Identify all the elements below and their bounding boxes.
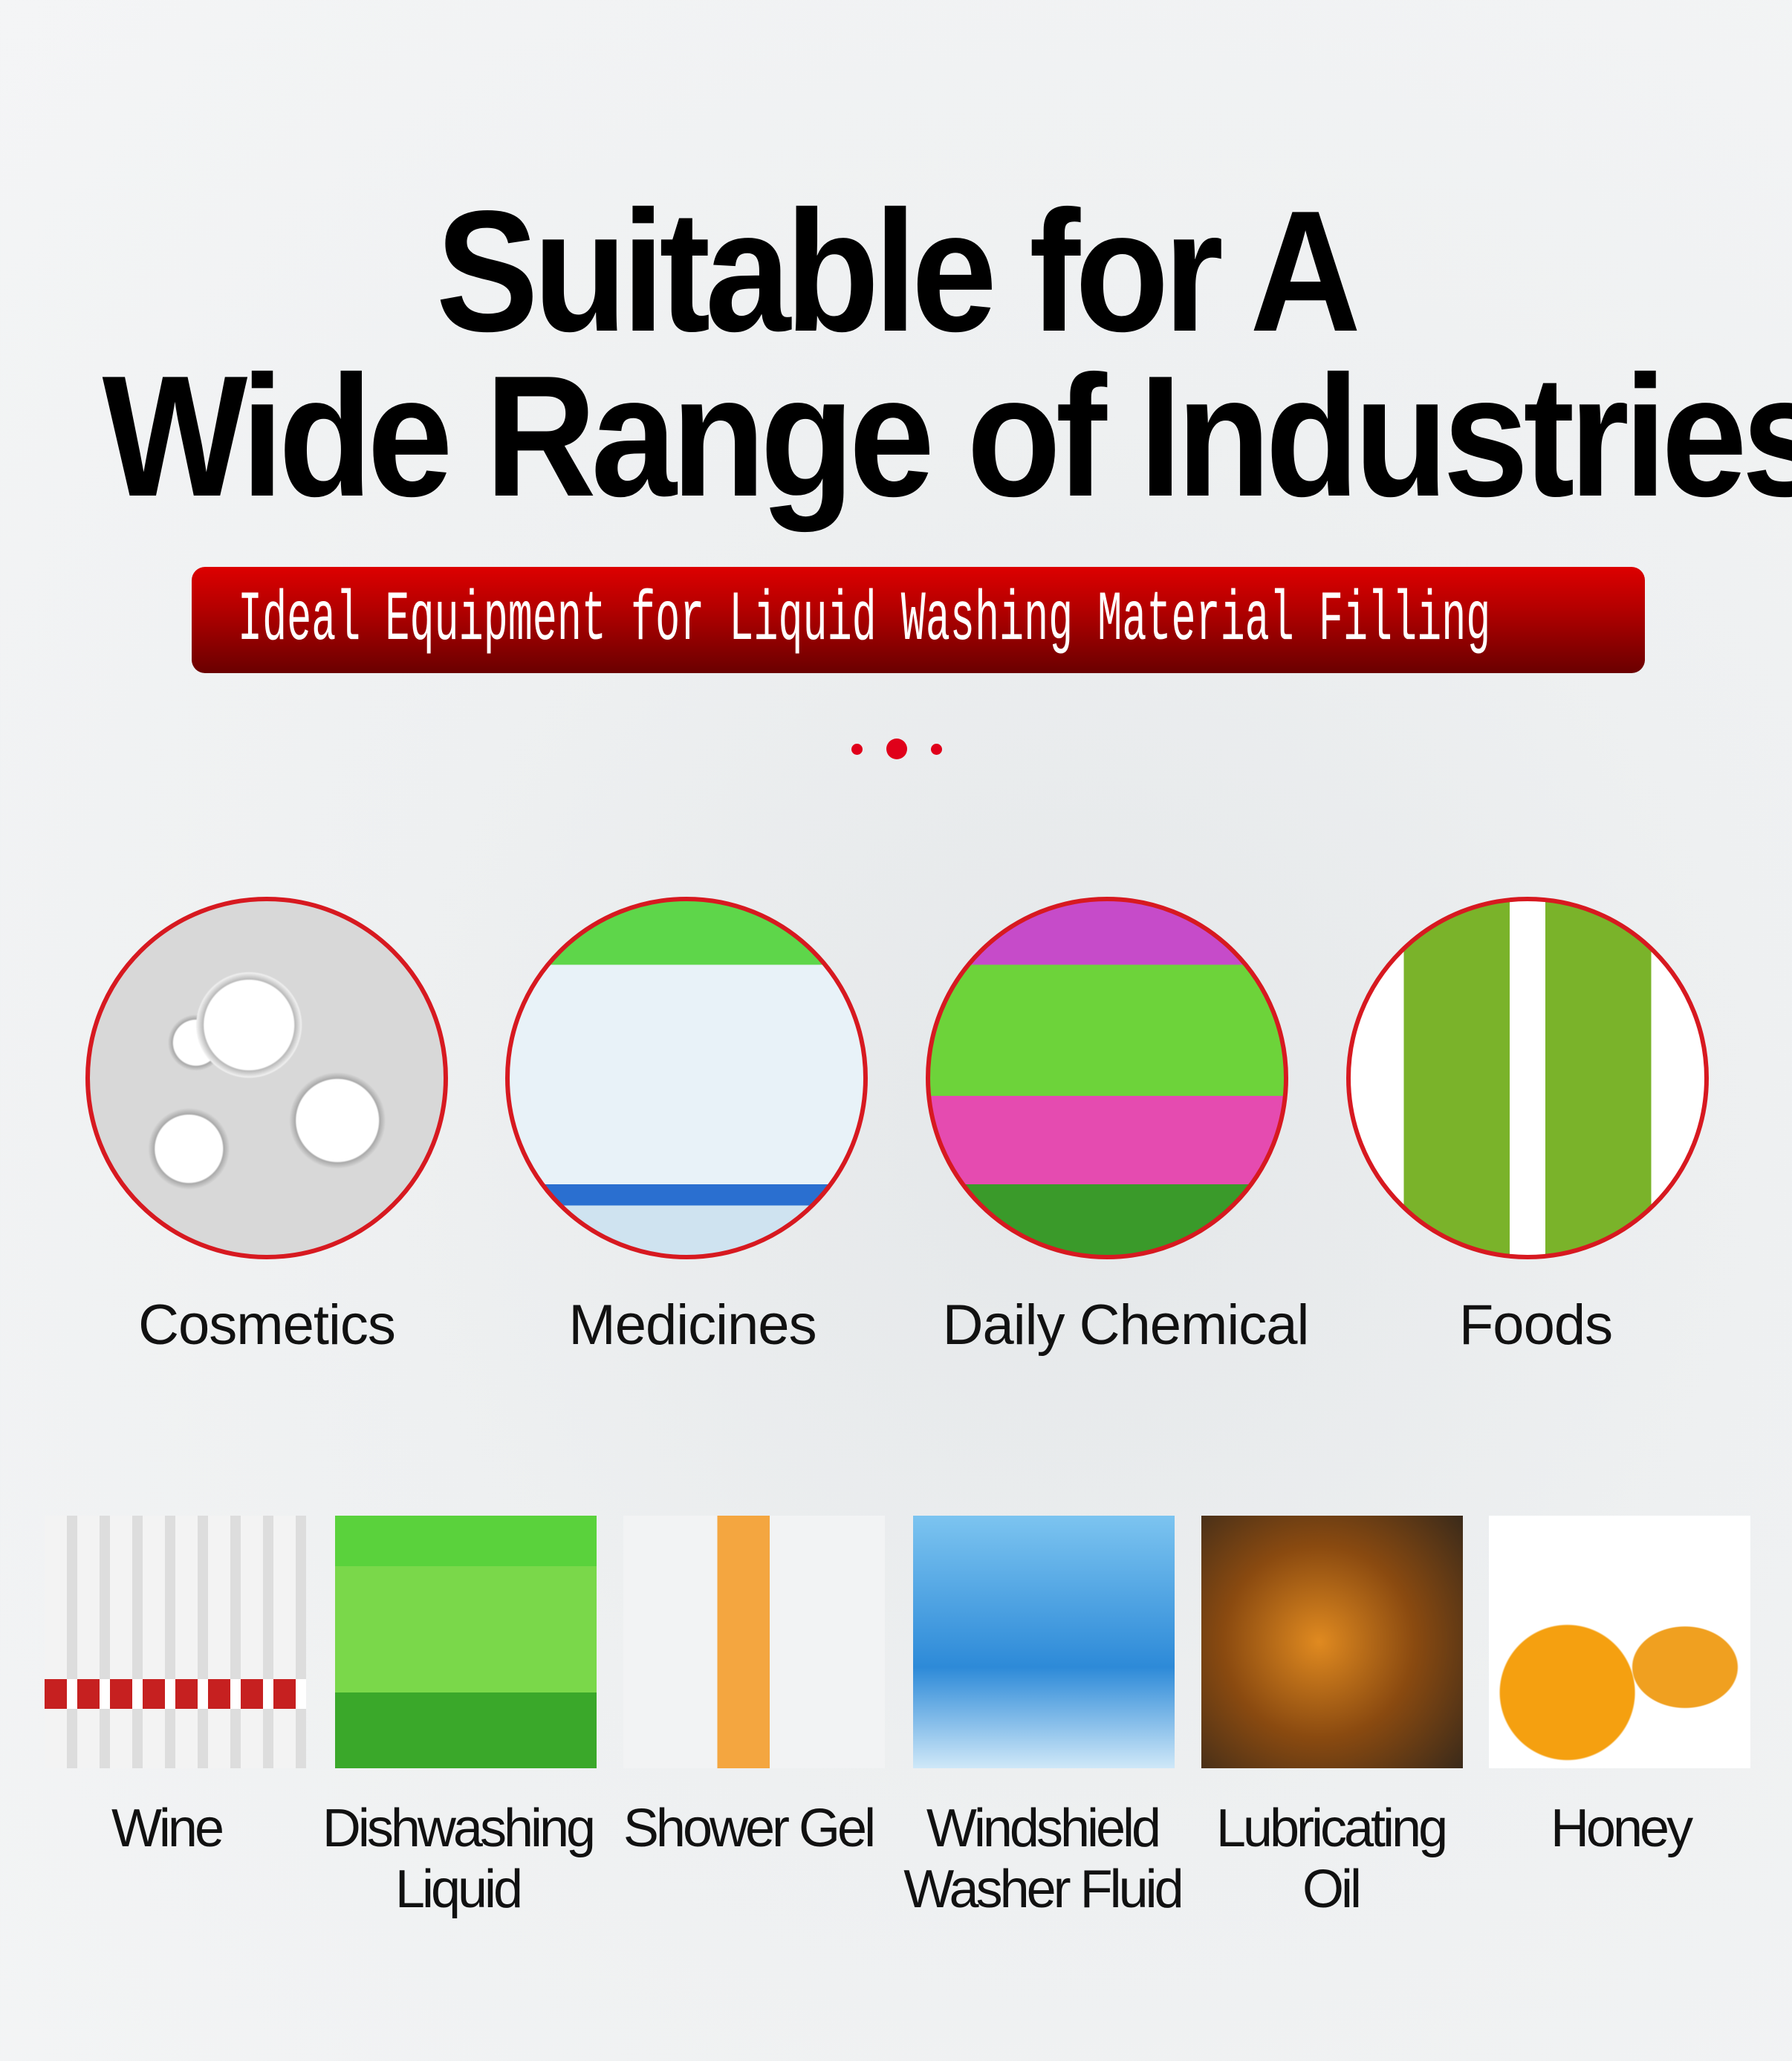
wine-image [45,1516,306,1768]
category-label: Foods [1458,1294,1613,1357]
title-text-2: Wide Range of Industries [102,340,1792,533]
lubricating-oil-image [1201,1516,1463,1768]
title-line-2: Wide Range of Industries [0,351,1792,523]
shower-gel-image [623,1516,885,1768]
title-line-1: Suitable for A [0,186,1792,358]
category-label: Cosmetics [138,1294,396,1357]
banner-text: Ideal Equipment for Liquid Washing Mater… [238,580,1491,661]
dot-decoration [851,744,863,755]
title-text-1: Suitable for A [435,175,1361,368]
cosmetics-image [85,897,448,1259]
category-label: Medicines [568,1294,817,1357]
dot-decoration [886,739,907,759]
dot-decoration [931,744,942,755]
daily-chemical-image [926,897,1288,1259]
product-label: Shower Gel [623,1799,876,1858]
category-label: Daily Chemical [942,1294,1310,1357]
dishwashing-liquid-image [335,1516,597,1768]
subtitle-banner: Ideal Equipment for Liquid Washing Mater… [192,567,1645,673]
product-label: Windshield Washer Fluid [903,1799,1184,1919]
windshield-washer-fluid-image [913,1516,1175,1768]
product-label: Wine [111,1799,224,1858]
product-label: Lubricating Oil [1215,1799,1448,1919]
medicines-image [505,897,868,1259]
honey-image [1489,1516,1750,1768]
product-label: Honey [1550,1799,1693,1858]
foods-image [1346,897,1709,1259]
product-label: Dishwashing Liquid [322,1799,596,1919]
